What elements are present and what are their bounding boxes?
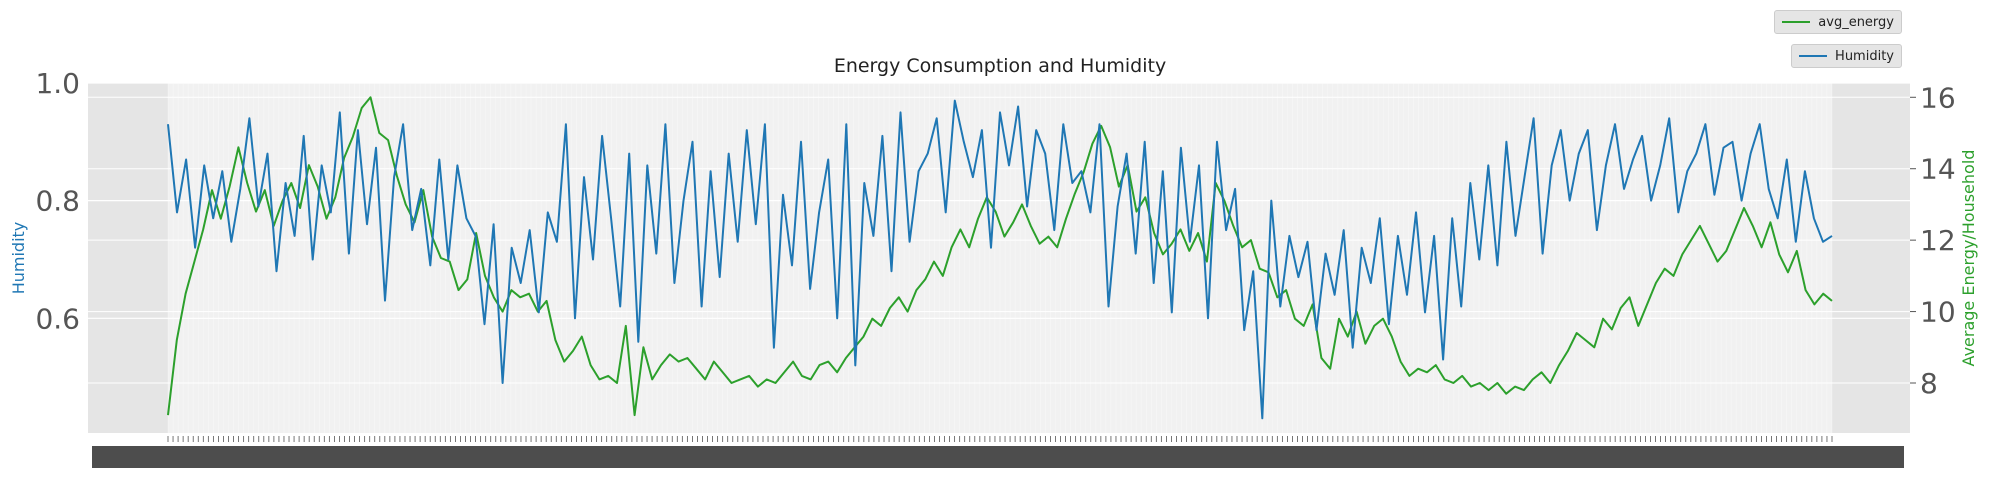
y-right-label: Average Energy/Household (1959, 150, 1978, 367)
y-left-label: Humidity (9, 222, 28, 295)
y-right-tick-label: 16 (1920, 81, 1956, 114)
y-right-tick-label: 8 (1920, 367, 1938, 400)
y-right-ticks: 8 10 12 14 16 (1910, 81, 1956, 400)
series-line-humidity (167, 99, 1833, 420)
series-line-avg-energy (167, 96, 1833, 417)
x-tick-labels-band (92, 446, 1904, 468)
chart-title: Energy Consumption and Humidity (834, 55, 1166, 77)
y-right-tick-label: 12 (1920, 224, 1956, 257)
y-left-tick-label: 0.6 (35, 302, 80, 335)
y-left-tick-label: 1.0 (35, 67, 80, 100)
y-left-tick-label: 0.8 (35, 185, 80, 218)
legend-swatch-avg-energy (1782, 21, 1811, 23)
legend-swatch-humidity (1799, 55, 1828, 57)
y-right-tick-label: 14 (1920, 153, 1956, 186)
x-ticks (92, 436, 1904, 468)
legend-label-humidity: Humidity (1835, 48, 1894, 64)
legend-humidity: Humidity (1791, 44, 1902, 68)
series-group (167, 96, 1833, 420)
legend-label-avg-energy: avg_energy (1818, 14, 1894, 30)
y-left-ticks: 0.6 0.8 1.0 (35, 67, 80, 335)
legend-avg-energy: avg_energy (1774, 10, 1902, 34)
y-right-tick-label: 10 (1920, 296, 1956, 329)
